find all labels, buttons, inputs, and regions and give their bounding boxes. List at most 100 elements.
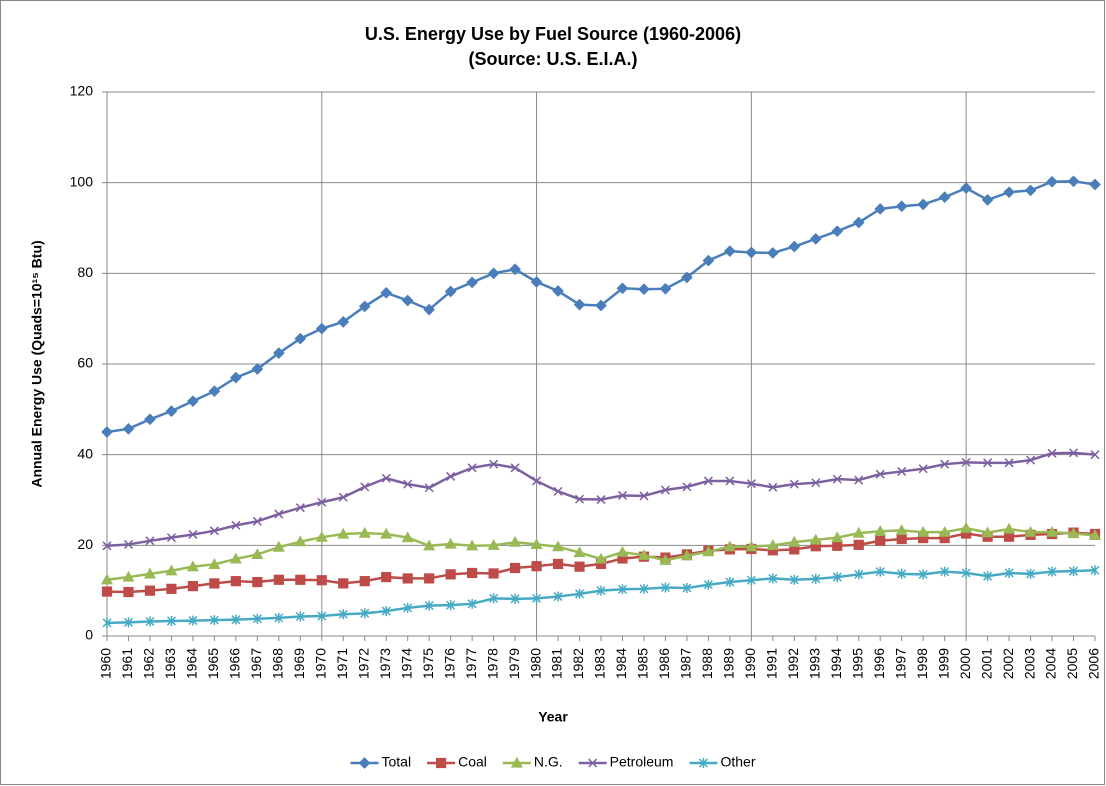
marker [832, 474, 842, 484]
marker [273, 574, 284, 585]
x-tick-label: 1966 [227, 648, 243, 679]
marker [723, 540, 736, 552]
marker [1090, 565, 1100, 576]
marker [489, 459, 499, 469]
marker [616, 545, 629, 557]
marker [1047, 566, 1057, 577]
x-tick-label: 1986 [656, 648, 672, 679]
x-tick-label: 2006 [1086, 648, 1102, 679]
marker [1046, 175, 1058, 188]
marker [811, 573, 821, 584]
marker [788, 240, 801, 253]
marker [165, 564, 178, 576]
x-tick-label: 1975 [420, 648, 436, 679]
marker [188, 615, 198, 626]
marker [617, 584, 628, 595]
x-tick-label: 1998 [914, 648, 930, 679]
marker [187, 581, 199, 592]
marker [532, 476, 542, 486]
marker [123, 539, 134, 549]
marker [295, 611, 305, 622]
marker [809, 233, 822, 245]
x-tick-label: 1984 [613, 648, 629, 679]
marker [725, 577, 735, 588]
x-tick-label: 1995 [849, 648, 865, 679]
marker [552, 540, 565, 552]
marker [209, 578, 220, 589]
marker [698, 758, 709, 768]
marker [251, 363, 264, 375]
marker [574, 494, 585, 504]
marker [639, 491, 649, 501]
marker [123, 617, 134, 628]
marker [874, 525, 887, 536]
marker [1090, 450, 1100, 460]
marker [358, 526, 371, 538]
marker [360, 482, 370, 492]
marker [918, 569, 928, 580]
marker [509, 263, 521, 276]
marker [166, 583, 177, 594]
marker [143, 567, 156, 579]
legend-label: Total [382, 754, 412, 770]
marker [981, 194, 994, 206]
marker [381, 473, 391, 483]
marker [274, 509, 284, 519]
marker [1088, 529, 1102, 540]
marker [724, 245, 736, 257]
marker [102, 541, 112, 551]
marker [509, 562, 521, 574]
marker [938, 191, 951, 204]
x-tick-label: 2002 [1000, 648, 1016, 679]
marker [317, 611, 327, 622]
marker [1024, 184, 1037, 197]
x-tick-label: 2004 [1043, 648, 1059, 679]
marker [896, 533, 907, 545]
marker [574, 561, 585, 572]
chart-title: U.S. Energy Use by Fuel Source (1960-200… [365, 24, 741, 44]
x-tick-label: 1982 [570, 648, 586, 679]
marker [1047, 448, 1057, 458]
legend-label: N.G. [534, 754, 563, 770]
marker [703, 579, 713, 590]
marker [101, 586, 113, 597]
marker [938, 525, 951, 537]
marker [338, 492, 348, 502]
marker [317, 497, 327, 507]
marker [983, 571, 993, 582]
y-tick-label: 80 [77, 264, 93, 280]
marker [532, 593, 542, 604]
marker [315, 322, 328, 335]
marker [101, 426, 113, 438]
marker [682, 582, 692, 593]
marker [1004, 458, 1014, 468]
marker [358, 757, 371, 769]
marker [746, 479, 756, 489]
marker [788, 535, 801, 547]
x-tick-label: 1963 [162, 648, 178, 679]
y-tick-label: 120 [70, 83, 94, 99]
marker [358, 300, 371, 313]
marker [1067, 527, 1080, 539]
marker [145, 616, 155, 627]
marker [659, 554, 672, 565]
marker [917, 525, 930, 537]
y-tick-label: 20 [77, 536, 93, 552]
marker [294, 535, 307, 547]
marker [186, 560, 199, 572]
marker [853, 539, 864, 550]
marker [251, 548, 264, 560]
marker [488, 568, 499, 579]
x-tick-label: 1989 [721, 648, 737, 679]
y-tick-label: 40 [77, 445, 93, 461]
x-tick-label: 1985 [635, 648, 651, 679]
marker [789, 479, 799, 489]
marker [446, 471, 456, 481]
marker [981, 526, 994, 538]
marker [766, 247, 779, 259]
marker [595, 299, 607, 312]
marker [875, 566, 885, 577]
x-tick-label: 1965 [205, 648, 221, 679]
